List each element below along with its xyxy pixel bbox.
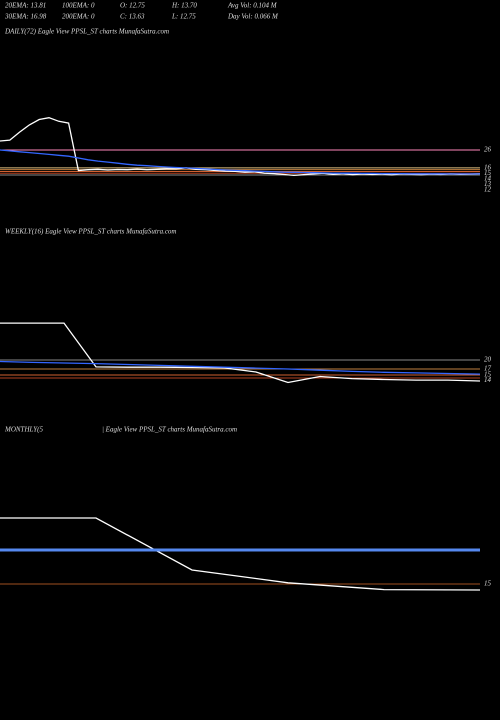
panel-title: WEEKLY(16) Eagle View PPSL_ST charts Mun… <box>5 228 176 236</box>
y-tick-label: 26 <box>484 146 492 154</box>
y-tick-label: 15 <box>484 169 492 177</box>
y-tick-label: 20 <box>484 356 492 364</box>
y-tick-label: 14 <box>484 174 492 182</box>
price-line <box>0 322 481 384</box>
panel-title: MONTHLY(5 <box>4 426 43 434</box>
y-tick-label: 12 <box>484 185 492 193</box>
header-stat: Avg Vol: 0.104 M <box>227 2 278 10</box>
y-tick-label: 16 <box>484 163 492 171</box>
header-stat: 30EMA: 16.98 <box>4 13 47 21</box>
y-tick-label: 15 <box>484 580 492 588</box>
y-tick-label: 17 <box>484 365 492 373</box>
header-stat: 100EMA: 0 <box>62 2 95 10</box>
header-stat: H: 13.70 <box>171 2 197 10</box>
header-stat: Day Vol: 0.066 M <box>227 13 279 21</box>
header-stat: L: 12.75 <box>171 13 196 21</box>
header-stat: 200EMA: 0 <box>62 13 95 21</box>
price-line <box>0 360 481 375</box>
y-tick-label: 14 <box>484 376 492 384</box>
price-line <box>0 149 480 175</box>
header-stat: O: 12.75 <box>120 2 145 10</box>
price-line <box>0 117 481 177</box>
panel-title: DAILY(72) Eagle View PPSL_ST charts Muna… <box>4 28 169 36</box>
header-stat: 20EMA: 13.81 <box>5 2 46 10</box>
panel-subtitle: | Eagle View PPSL_ST charts MunafaSutra.… <box>102 426 237 434</box>
y-tick-label: 13 <box>484 180 492 188</box>
header-stat: C: 13.63 <box>120 13 145 21</box>
price-line <box>0 517 481 591</box>
y-tick-label: 15 <box>484 371 492 379</box>
